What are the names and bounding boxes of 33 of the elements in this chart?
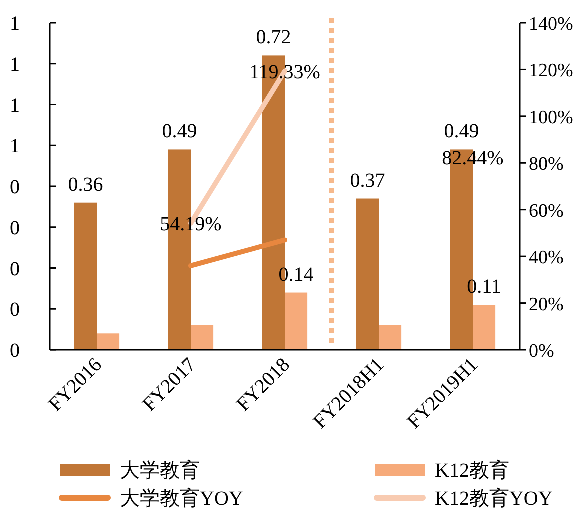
data-label: 0.36 xyxy=(68,174,104,196)
bar xyxy=(74,202,97,350)
y2-tick-label: 100% xyxy=(529,107,574,128)
legend-label: 大学教育YOY xyxy=(120,487,244,510)
data-label: 0.37 xyxy=(350,170,386,192)
y-tick-label: 1 xyxy=(10,13,20,35)
y-tick-label: 0 xyxy=(10,299,20,322)
y-tick-label: 1 xyxy=(10,54,20,76)
y2-tick-label: 40% xyxy=(529,248,564,269)
bar xyxy=(191,325,214,350)
bar xyxy=(285,292,308,350)
bar xyxy=(356,198,379,350)
legend-label: K12教育 xyxy=(435,459,510,482)
y-tick-label: 0 xyxy=(10,176,20,198)
legend-label: 大学教育 xyxy=(120,459,200,482)
data-label: 0.49 xyxy=(162,120,198,143)
y-tick-label: 0 xyxy=(10,217,20,240)
bar xyxy=(473,305,496,350)
y2-tick-label: 80% xyxy=(529,154,564,176)
data-label: 0.72 xyxy=(256,26,292,49)
y2-tick-label: 60% xyxy=(529,200,564,222)
y-tick-label: 0 xyxy=(10,258,20,280)
y2-tick-label: 140% xyxy=(529,14,574,35)
legend-label: K12教育YOY xyxy=(435,487,553,510)
y2-tick-label: 20% xyxy=(529,294,564,316)
data-label: 0.49 xyxy=(444,120,480,143)
y-tick-label: 1 xyxy=(10,136,20,158)
y2-tick-label: 0% xyxy=(529,341,554,362)
bar xyxy=(97,334,120,350)
bar xyxy=(379,325,402,350)
y-tick-label: 0 xyxy=(10,340,20,362)
y-tick-label: 1 xyxy=(10,94,20,117)
y2-tick-label: 120% xyxy=(529,60,574,82)
